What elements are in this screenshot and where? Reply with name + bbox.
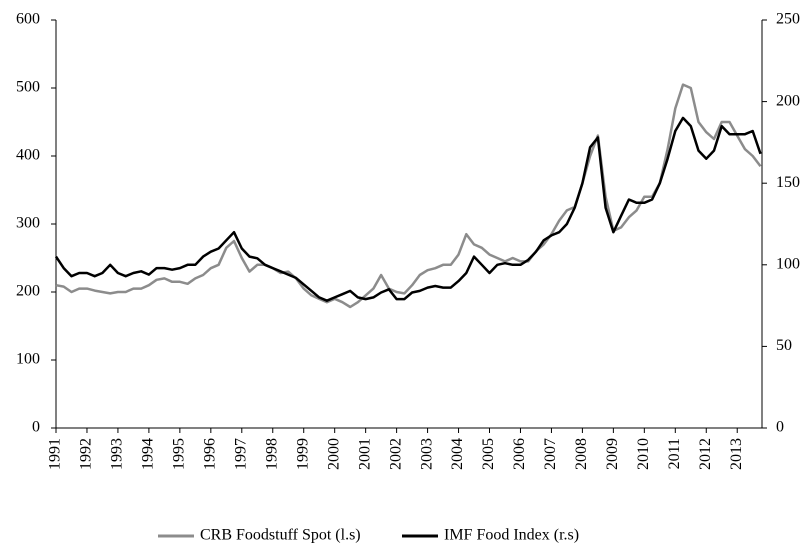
x-tick-label: 1996 — [201, 438, 218, 470]
y2-tick-label: 250 — [776, 11, 800, 28]
y-tick-label: 500 — [16, 79, 40, 96]
x-tick-label: 2008 — [573, 438, 590, 470]
y-tick-label: 0 — [32, 419, 40, 436]
x-tick-label: 2001 — [356, 438, 373, 470]
legend-label: IMF Food Index (r.s) — [444, 527, 579, 544]
x-tick-label: 1999 — [294, 438, 311, 470]
x-tick-label: 2002 — [387, 438, 404, 470]
x-tick-label: 2009 — [604, 438, 621, 470]
x-tick-label: 2004 — [449, 438, 466, 470]
x-tick-label: 1997 — [232, 438, 249, 470]
x-tick-label: 2006 — [511, 438, 528, 470]
x-tick-label: 2010 — [635, 438, 652, 470]
series-line — [54, 116, 762, 302]
y2-tick-label: 0 — [776, 419, 784, 436]
x-tick-label: 2007 — [542, 438, 559, 470]
x-tick-label: 1998 — [263, 438, 280, 470]
y-tick-label: 200 — [16, 283, 40, 300]
series-line — [55, 83, 762, 309]
y2-tick-label: 100 — [776, 255, 800, 272]
y-tick-label: 400 — [16, 147, 40, 164]
x-tick-label: 2012 — [697, 438, 714, 470]
y-tick-label: 100 — [16, 351, 40, 368]
legend-label: CRB Foodstuff Spot (l.s) — [200, 527, 361, 544]
x-tick-label: 1991 — [47, 438, 64, 470]
x-tick-label: 1992 — [78, 438, 95, 470]
x-tick-label: 1993 — [109, 438, 126, 470]
y2-tick-label: 200 — [776, 92, 800, 109]
y-tick-label: 300 — [16, 215, 40, 232]
y2-tick-label: 50 — [776, 337, 792, 354]
x-tick-label: 1995 — [171, 438, 188, 470]
x-tick-label: 2013 — [728, 438, 745, 470]
y-tick-label: 600 — [16, 11, 40, 28]
x-tick-label: 2000 — [325, 438, 342, 470]
x-tick-label: 2011 — [666, 438, 683, 469]
x-tick-label: 2005 — [480, 438, 497, 470]
y2-tick-label: 150 — [776, 174, 800, 191]
x-tick-label: 2003 — [418, 438, 435, 470]
x-tick-label: 1994 — [140, 438, 157, 470]
